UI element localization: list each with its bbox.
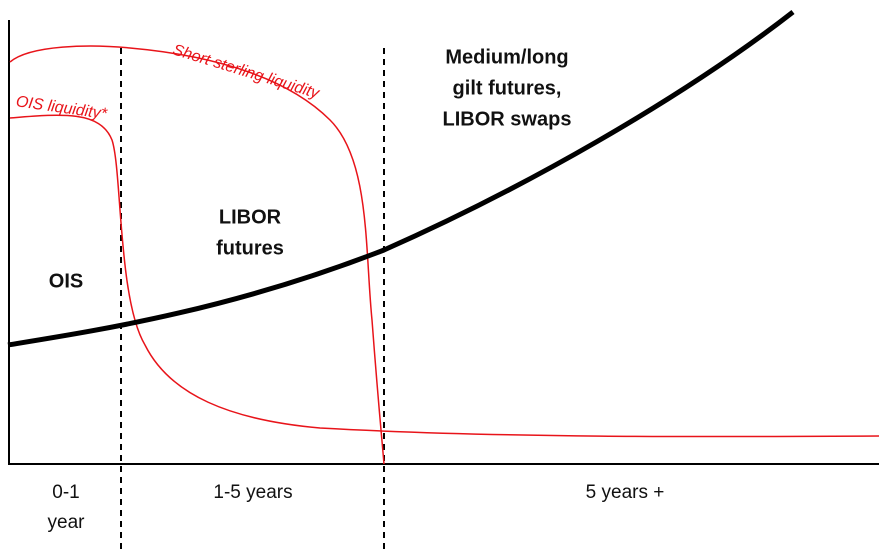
period-label: year: [48, 512, 86, 533]
region-label: gilt futures,: [453, 77, 562, 99]
curve-label: OIS liquidity*: [15, 93, 109, 123]
curve-label: Short sterling liquidity: [171, 42, 322, 103]
yield-curve: [7, 10, 795, 348]
region-label: futures: [216, 237, 284, 259]
region-label: LIBOR: [219, 206, 282, 228]
region-label: OIS: [49, 270, 83, 292]
region-label: Medium/long: [445, 46, 568, 68]
period-label: 1-5 years: [213, 482, 292, 503]
region-label: LIBOR swaps: [443, 108, 572, 130]
ois-liquidity-curve: [9, 114, 879, 438]
short-sterling-curve: [9, 45, 385, 465]
period-label: 5 years +: [586, 482, 665, 503]
period-label: 0-1: [52, 482, 79, 503]
